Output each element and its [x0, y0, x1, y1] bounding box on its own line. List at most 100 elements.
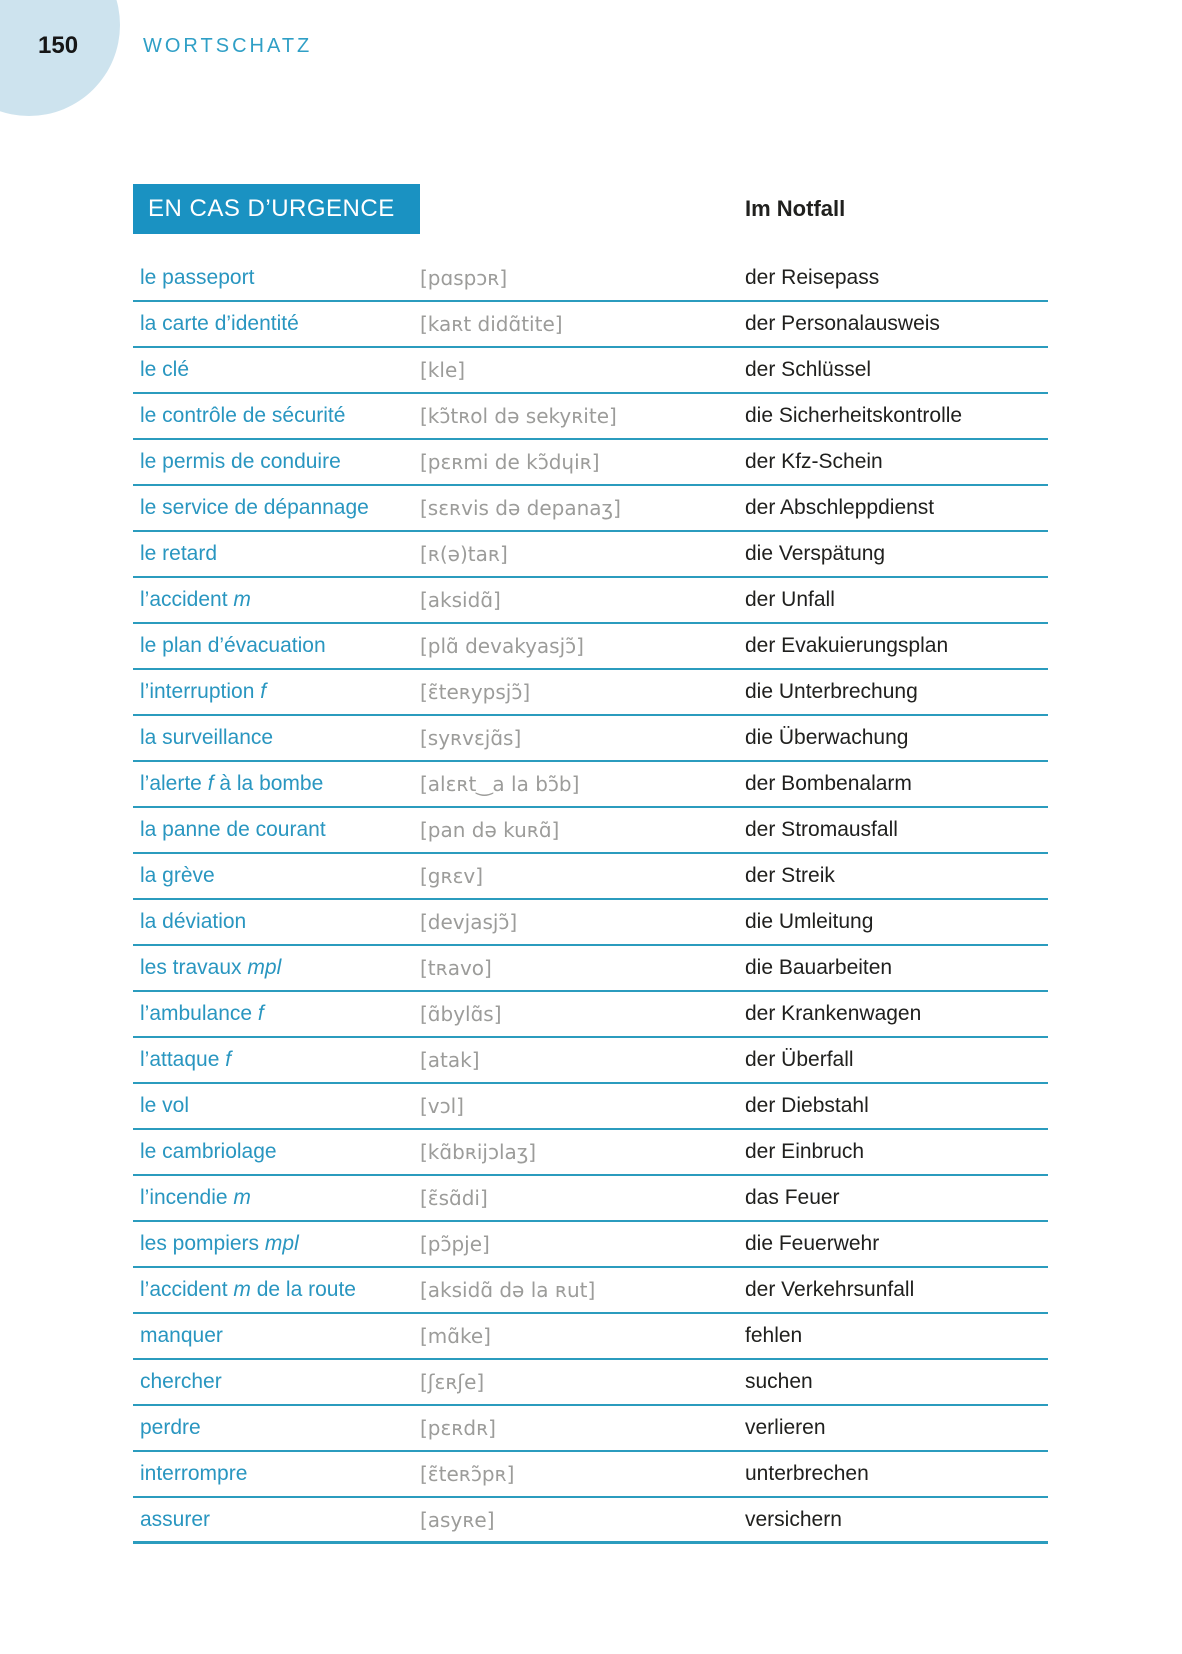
french-term-text: interrompre [140, 1462, 248, 1485]
ipa-pronunciation: [pɑspɔʀ] [420, 266, 508, 290]
french-term-text: le cambriolage [140, 1140, 277, 1163]
german-translation: der Abschleppdienst [745, 496, 935, 519]
german-translation: der Personalausweis [745, 312, 940, 335]
table-row: le clé [kle] der Schlüssel [133, 348, 1048, 394]
table-row: l’alerte f à la bombe [alɛʀt‿a la bɔ̃b] de… [133, 762, 1048, 808]
table-row: le plan d’évacuation [plɑ̃ devakyasjɔ̃] de… [133, 624, 1048, 670]
german-translation: der Verkehrsunfall [745, 1278, 915, 1301]
french-term-text: le plan d’évacuation [140, 634, 326, 657]
french-term-text: chercher [140, 1370, 222, 1393]
french-term-text: le passeport [140, 266, 255, 289]
german-translation: der Überfall [745, 1048, 854, 1071]
french-term: le retard [133, 542, 420, 566]
table-row: la surveillance [syʀvɛjɑ̃s] die Überwachun… [133, 716, 1048, 762]
french-term: assurer [133, 1508, 420, 1532]
french-term: la grève [133, 864, 420, 888]
french-term-text: de la route [250, 1278, 356, 1301]
french-term: les pompiers mpl [133, 1232, 420, 1256]
german-translation: unterbrechen [745, 1462, 869, 1485]
french-term-text: à la bombe [213, 772, 324, 795]
german-translation: die Sicherheitskontrolle [745, 404, 963, 427]
french-term: le plan d’évacuation [133, 634, 420, 658]
gender-marker: f [207, 772, 214, 795]
table-row: chercher [ʃɛʀʃe] suchen [133, 1360, 1048, 1406]
french-term: l’accident m [133, 588, 420, 612]
table-row: la carte d’identité [kaʀt didɑ̃tite] der P… [133, 302, 1048, 348]
french-term-text: les pompiers [140, 1232, 265, 1255]
vocab-table: le passeport [pɑspɔʀ] der Reisepass la cart… [133, 256, 1048, 1544]
german-translation: das Feuer [745, 1186, 840, 1209]
german-translation: die Umleitung [745, 910, 874, 933]
ipa-pronunciation: [ɛ̃teʀypsjɔ̃] [420, 680, 531, 704]
french-term-text: l’accident [140, 1278, 234, 1301]
table-row: les travaux mpl [tʀavo] die Bauarbeiten [133, 946, 1048, 992]
french-term-text: l’alerte [140, 772, 208, 795]
ipa-pronunciation: [gʀɛv] [420, 864, 484, 888]
french-term-text: la grève [140, 864, 215, 887]
table-row: le service de dépannage [sɛʀvis də depana… [133, 486, 1048, 532]
gender-marker: mpl [247, 956, 282, 979]
gender-marker: f [257, 1002, 264, 1025]
french-term-text: la surveillance [140, 726, 274, 749]
ipa-pronunciation: [kaʀt didɑ̃tite] [420, 312, 563, 336]
ipa-pronunciation: [mɑ̃ke] [420, 1324, 491, 1348]
french-term-text: le service de dépannage [140, 496, 369, 519]
german-translation: suchen [745, 1370, 813, 1393]
gender-marker: f [225, 1048, 232, 1071]
table-row: l’accident m de la route [aksidɑ̃ də la ʀ… [133, 1268, 1048, 1314]
french-term-text: la carte d’identité [140, 312, 299, 335]
gender-marker: m [233, 1278, 251, 1301]
ipa-pronunciation: [kɔ̃tʀol də sekyʀite] [420, 404, 617, 428]
french-term: la surveillance [133, 726, 420, 750]
gender-marker: m [233, 1186, 251, 1209]
ipa-pronunciation: [kle] [420, 358, 466, 382]
german-translation: der Schlüssel [745, 358, 872, 381]
french-term: le cambriolage [133, 1140, 420, 1164]
french-term-text: l’accident [140, 588, 234, 611]
french-term-text: le clé [140, 358, 190, 381]
table-row: l’interruption f [ɛ̃teʀypsjɔ̃] die Unterbr… [133, 670, 1048, 716]
section-title-french: EN CAS D’URGENCE [133, 184, 420, 234]
table-row: le cambriolage [kɑ̃bʀijɔlaʒ] der Einbruch [133, 1130, 1048, 1176]
french-term: l’incendie m [133, 1186, 420, 1210]
page-number: 150 [38, 32, 79, 59]
french-term: l’attaque f [133, 1048, 420, 1072]
ipa-pronunciation: [alɛʀt‿a la bɔ̃b] [420, 772, 580, 796]
french-term-text: assurer [140, 1507, 211, 1531]
ipa-pronunciation: [pɔ̃pje] [420, 1232, 490, 1256]
french-term: le passeport [133, 266, 420, 290]
french-term-text: l’interruption [140, 680, 261, 703]
german-translation: der Stromausfall [745, 818, 898, 841]
ipa-pronunciation: [kɑ̃bʀijɔlaʒ] [420, 1140, 537, 1164]
table-row: manquer [mɑ̃ke] fehlen [133, 1314, 1048, 1360]
german-translation: die Bauarbeiten [745, 956, 893, 979]
ipa-pronunciation: [pɛʀmi de kɔ̃dɥiʀ] [420, 450, 600, 474]
ipa-pronunciation: [atak] [420, 1048, 480, 1072]
german-translation: die Feuerwehr [745, 1232, 880, 1255]
ipa-pronunciation: [vɔl] [420, 1094, 464, 1118]
table-row: l’accident m [aksidɑ̃] der Unfall [133, 578, 1048, 624]
french-term: la carte d’identité [133, 312, 420, 336]
ipa-pronunciation: [tʀavo] [420, 956, 492, 980]
german-translation: verlieren [745, 1416, 826, 1439]
section-title-german: Im Notfall [745, 196, 846, 221]
german-translation: der Reisepass [745, 266, 880, 289]
table-row: le retard [ʀ(ə)taʀ] die Verspätung [133, 532, 1048, 578]
table-row: le contrôle de sécurité [kɔ̃tʀol də sekyʀ… [133, 394, 1048, 440]
table-row: les pompiers mpl [pɔ̃pje] die Feuerwehr [133, 1222, 1048, 1268]
french-term: le vol [133, 1094, 420, 1118]
french-term: le service de dépannage [133, 496, 420, 520]
german-translation: die Unterbrechung [745, 680, 918, 703]
table-row: la panne de courant [pan də kuʀɑ̃] der Str… [133, 808, 1048, 854]
french-term-text: le permis de conduire [140, 450, 341, 473]
french-term-text: le contrôle de sécurité [140, 404, 346, 427]
french-term: perdre [133, 1416, 420, 1440]
ipa-pronunciation: [plɑ̃ devakyasjɔ̃] [420, 634, 584, 658]
ipa-pronunciation: [ɑ̃bylɑ̃s] [420, 1002, 502, 1026]
table-row: le passeport [pɑspɔʀ] der Reisepass [133, 256, 1048, 302]
table-row: perdre [pɛʀdʀ] verlieren [133, 1406, 1048, 1452]
french-term-text: l’ambulance [140, 1002, 258, 1025]
table-row: la déviation [devjasjɔ̃] die Umleitung [133, 900, 1048, 946]
french-term: le clé [133, 358, 420, 382]
chapter-title: WORTSCHATZ [143, 35, 313, 57]
